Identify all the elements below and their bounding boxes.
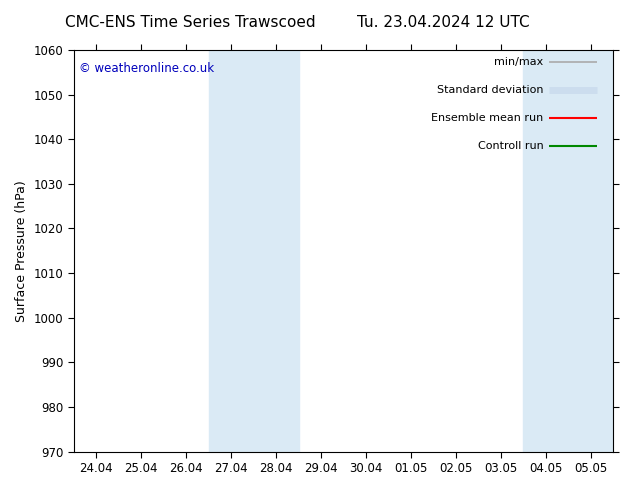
Text: Tu. 23.04.2024 12 UTC: Tu. 23.04.2024 12 UTC <box>358 15 530 30</box>
Y-axis label: Surface Pressure (hPa): Surface Pressure (hPa) <box>15 180 28 321</box>
Bar <box>524 50 614 452</box>
Text: © weatheronline.co.uk: © weatheronline.co.uk <box>79 62 214 75</box>
Text: Standard deviation: Standard deviation <box>437 85 543 95</box>
Text: Ensemble mean run: Ensemble mean run <box>431 113 543 123</box>
Text: CMC-ENS Time Series Trawscoed: CMC-ENS Time Series Trawscoed <box>65 15 316 30</box>
Text: Controll run: Controll run <box>477 141 543 151</box>
Bar <box>209 50 299 452</box>
Text: min/max: min/max <box>494 57 543 67</box>
